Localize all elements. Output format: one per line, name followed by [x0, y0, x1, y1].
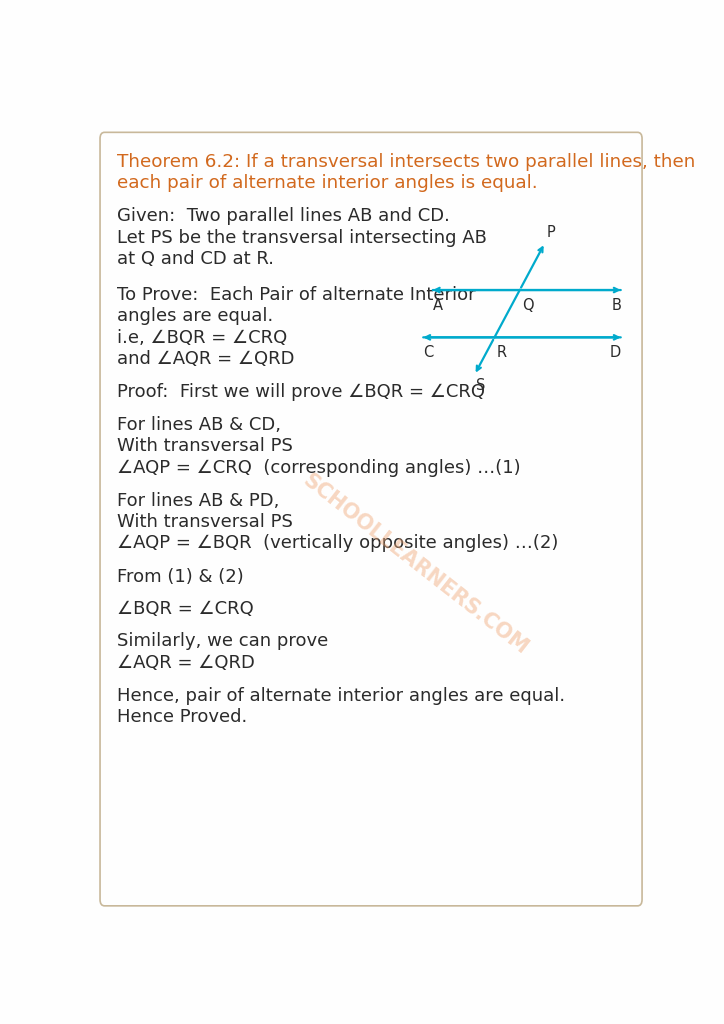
- Text: To Prove:  Each Pair of alternate Interior: To Prove: Each Pair of alternate Interio…: [117, 286, 476, 304]
- Text: C: C: [424, 345, 434, 360]
- Text: ∠AQR = ∠QRD: ∠AQR = ∠QRD: [117, 653, 256, 672]
- Text: With transversal PS: With transversal PS: [117, 513, 293, 531]
- Text: Let PS be the transversal intersecting AB: Let PS be the transversal intersecting A…: [117, 228, 487, 247]
- Text: ∠AQP = ∠BQR  (vertically opposite angles) …(2): ∠AQP = ∠BQR (vertically opposite angles)…: [117, 535, 559, 553]
- Text: and ∠AQR = ∠QRD: and ∠AQR = ∠QRD: [117, 350, 295, 368]
- Text: each pair of alternate interior angles is equal.: each pair of alternate interior angles i…: [117, 174, 538, 193]
- Text: Q: Q: [522, 298, 534, 313]
- Text: Hence Proved.: Hence Proved.: [117, 708, 248, 726]
- Text: ∠AQP = ∠CRQ  (corresponding angles) …(1): ∠AQP = ∠CRQ (corresponding angles) …(1): [117, 459, 521, 477]
- FancyBboxPatch shape: [100, 132, 642, 906]
- Text: Theorem 6.2: If a transversal intersects two parallel lines, then: Theorem 6.2: If a transversal intersects…: [117, 153, 696, 171]
- Text: For lines AB & PD,: For lines AB & PD,: [117, 492, 279, 510]
- Text: S: S: [476, 378, 485, 393]
- Text: B: B: [612, 298, 621, 313]
- Text: ∠BQR = ∠CRQ: ∠BQR = ∠CRQ: [117, 600, 254, 617]
- Text: P: P: [547, 224, 555, 240]
- Text: i.e, ∠BQR = ∠CRQ: i.e, ∠BQR = ∠CRQ: [117, 329, 287, 347]
- Text: D: D: [610, 345, 621, 360]
- Text: R: R: [497, 345, 507, 360]
- Text: SCHOOLLEARNERS.COM: SCHOOLLEARNERS.COM: [300, 470, 532, 658]
- Text: angles are equal.: angles are equal.: [117, 307, 274, 326]
- Text: With transversal PS: With transversal PS: [117, 437, 293, 456]
- Text: From (1) & (2): From (1) & (2): [117, 567, 244, 586]
- Text: Proof:  First we will prove ∠BQR = ∠CRQ: Proof: First we will prove ∠BQR = ∠CRQ: [117, 383, 485, 401]
- Text: Given:  Two parallel lines AB and CD.: Given: Two parallel lines AB and CD.: [117, 207, 450, 225]
- Text: at Q and CD at R.: at Q and CD at R.: [117, 250, 274, 268]
- Text: Similarly, we can prove: Similarly, we can prove: [117, 632, 329, 650]
- Text: For lines AB & CD,: For lines AB & CD,: [117, 416, 282, 434]
- Text: Hence, pair of alternate interior angles are equal.: Hence, pair of alternate interior angles…: [117, 687, 565, 705]
- Text: A: A: [434, 298, 443, 313]
